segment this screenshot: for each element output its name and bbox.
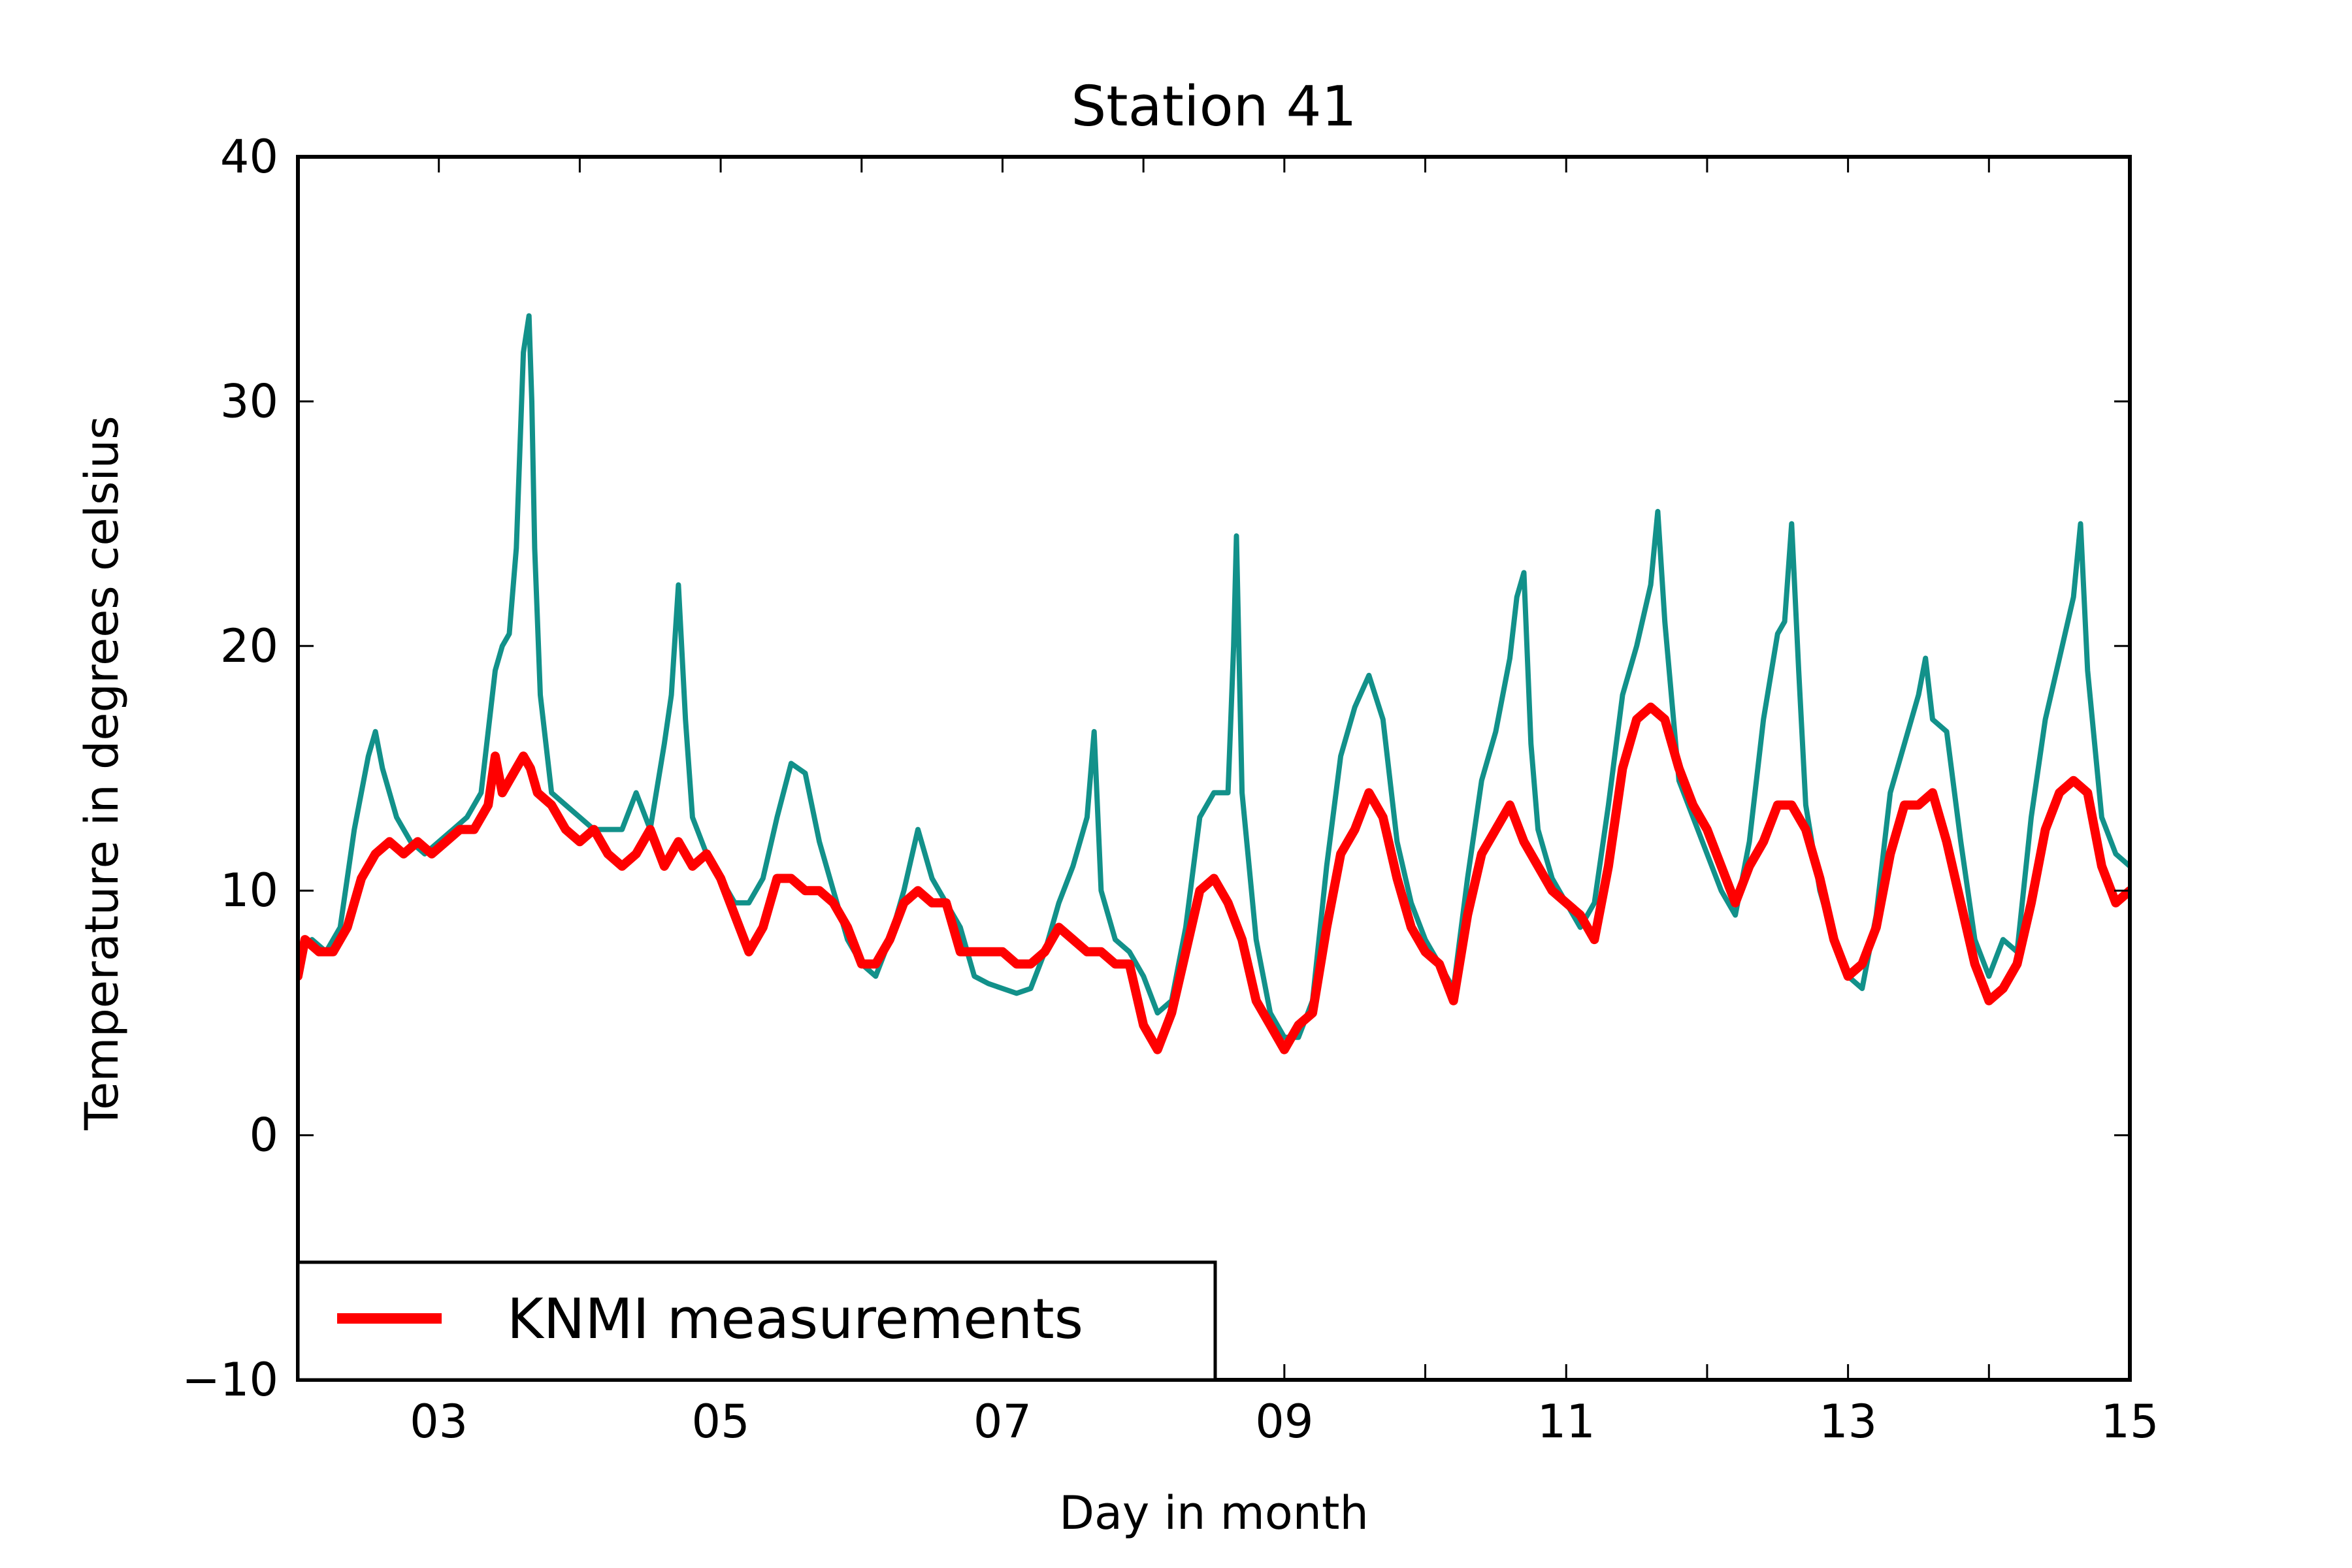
- plot-frame: [296, 155, 2132, 1382]
- legend-label-knmi: KNMI measurements: [507, 1287, 1083, 1352]
- series-line-0: [298, 313, 2130, 1040]
- y-tick-label: 0: [249, 1109, 278, 1162]
- legend-box: [296, 1260, 1217, 1382]
- x-tick-label: 13: [1819, 1395, 1877, 1448]
- y-tick-label: 30: [220, 374, 278, 428]
- x-tick-label: 09: [1255, 1395, 1313, 1448]
- y-axis-label: Temperature in degrees celsius: [75, 416, 129, 1131]
- y-tick-label: −10: [182, 1353, 278, 1407]
- y-tick-label: 20: [220, 619, 278, 673]
- x-tick-label: 05: [692, 1395, 750, 1448]
- series-line-knmi-measurements: [298, 702, 2130, 1054]
- x-axis-label: Day in month: [1059, 1486, 1369, 1540]
- x-tick-label: 03: [410, 1395, 468, 1448]
- y-tick-label: 10: [220, 864, 278, 917]
- series-layer: [298, 313, 2130, 1054]
- legend: KNMI measurements: [296, 1260, 1217, 1382]
- y-tick-label: 40: [220, 130, 278, 184]
- x-tick-label: 15: [2100, 1395, 2159, 1448]
- ticks-layer: 03 05 07 09 11 13 15 −10 0 10 20 30 40: [182, 130, 2159, 1448]
- chart-title: Station 41: [1071, 74, 1356, 139]
- x-tick-label: 07: [973, 1395, 1032, 1448]
- x-tick-label: 11: [1537, 1395, 1595, 1448]
